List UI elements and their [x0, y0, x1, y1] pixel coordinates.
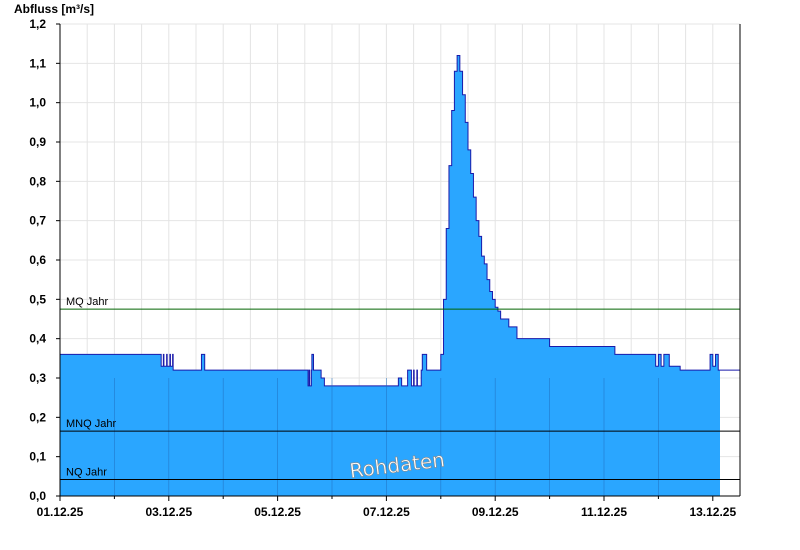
- y-tick-label: 0,8: [29, 174, 46, 188]
- y-tick-label: 1,0: [29, 96, 46, 110]
- x-tick-label: 07.12.25: [363, 505, 410, 519]
- reference-line-label: MQ Jahr: [66, 296, 109, 308]
- y-tick-label: 0,7: [29, 214, 46, 228]
- x-tick-label: 01.12.25: [37, 505, 84, 519]
- y-tick-label: 1,1: [29, 56, 46, 70]
- y-tick-label: 0,6: [29, 253, 46, 267]
- y-tick-label: 0,4: [29, 332, 46, 346]
- x-tick-label: 03.12.25: [145, 505, 192, 519]
- reference-line-label: MNQ Jahr: [66, 418, 116, 430]
- x-tick-label: 09.12.25: [472, 505, 519, 519]
- y-tick-label: 0,0: [29, 489, 46, 503]
- y-tick-label: 0,2: [29, 410, 46, 424]
- x-tick-label: 05.12.25: [254, 505, 301, 519]
- y-tick-label: 1,2: [29, 17, 46, 31]
- discharge-line: [60, 54, 740, 387]
- reference-lines: MQ Jahr MNQ Jahr NQ Jahr: [60, 296, 740, 480]
- y-tick-label: 0,9: [29, 135, 46, 149]
- y-tick-label: 0,5: [29, 292, 46, 306]
- series-area: [60, 54, 740, 496]
- x-tick-label: 13.12.25: [689, 505, 736, 519]
- axes: 0,0 0,1 0,2 0,3 0,4 0,5 0,6 0,7 0,8 0,9 1,0 1,1 1,2 0…: [29, 17, 741, 519]
- y-tick-label: 0,1: [29, 450, 46, 464]
- y-axis-label: Abfluss [m³/s]: [14, 2, 94, 16]
- x-tick-label: 11.12.25: [581, 505, 627, 519]
- y-tick-label: 0,3: [29, 371, 46, 385]
- discharge-area: [60, 55, 740, 496]
- reference-line-label: NQ Jahr: [66, 466, 107, 478]
